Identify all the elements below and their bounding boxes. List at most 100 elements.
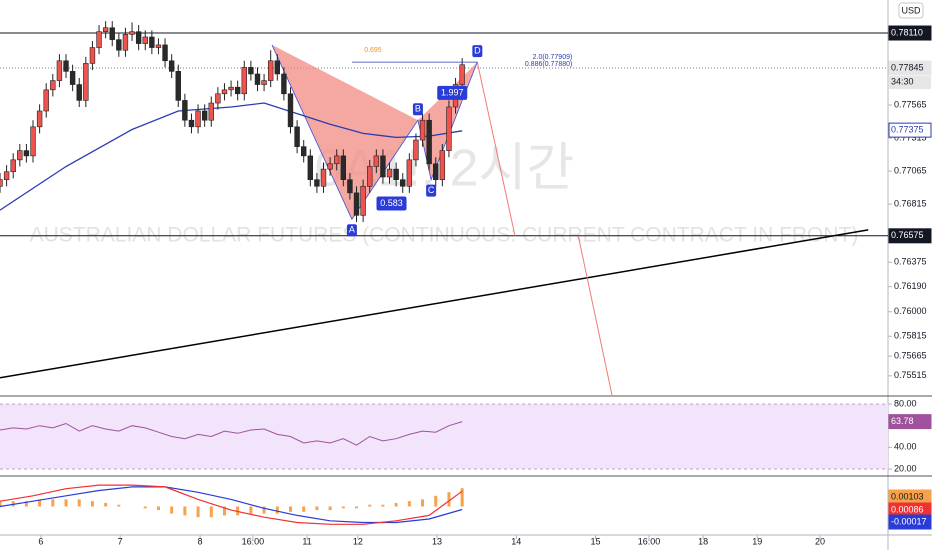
histogram-bar: [262, 506, 266, 514]
rsi-band: [0, 404, 888, 470]
histogram-tag: 0.00103: [891, 491, 924, 501]
histogram-bar: [328, 506, 332, 511]
ratio-label: 0.886(0.77880): [525, 61, 572, 68]
candle-body: [426, 119, 432, 165]
histogram-bar: [341, 506, 345, 509]
candle-body: [109, 27, 115, 40]
candle-body: [36, 110, 43, 128]
x-tick-label: 8: [198, 536, 203, 546]
candle-body: [347, 179, 353, 194]
candle-body: [96, 31, 102, 48]
candle-body: [459, 64, 465, 85]
candle-body: [301, 146, 307, 157]
candle-body: [320, 168, 327, 187]
candle-body: [439, 150, 446, 180]
histogram-bar: [222, 506, 226, 516]
y-tick-label: 80.00: [894, 398, 917, 408]
candle-body: [208, 102, 214, 121]
rsi-tag-bg: [888, 414, 932, 430]
currency-label[interactable]: USD: [901, 5, 921, 15]
rsi-line: [0, 421, 463, 446]
candle-body: [281, 73, 287, 95]
x-tick-label: 6: [38, 536, 43, 546]
candle-body: [334, 155, 340, 165]
countdown-bg: [889, 76, 931, 90]
candle-body: [360, 185, 366, 216]
candle-body: [221, 89, 228, 95]
candle-body: [3, 171, 10, 180]
candle-body: [155, 44, 162, 48]
pattern-point-label: B: [415, 104, 421, 114]
x-tick-label: 16:00: [638, 536, 661, 546]
histogram-bar: [117, 504, 121, 507]
x-tick-label: 16:00: [242, 536, 265, 546]
candle-body: [400, 179, 406, 187]
candle-body: [43, 89, 49, 112]
currency-button[interactable]: [898, 2, 924, 19]
pattern-point-label: C: [428, 185, 435, 195]
histogram-bar: [447, 492, 451, 507]
x-tick-label: 13: [432, 536, 442, 546]
moving-average: [0, 102, 463, 211]
ratio-badge: [376, 196, 407, 211]
x-tick-label: 19: [752, 536, 762, 546]
histogram-bar: [156, 506, 160, 511]
price-tag: 0.78110: [891, 27, 923, 37]
ratio-label: 2.0(0.77909): [533, 54, 573, 61]
candle-body: [142, 36, 148, 44]
y-tick-label: 0.76190: [894, 281, 927, 291]
pattern-point-badge: [426, 184, 437, 197]
y-tick-label: 0.75815: [894, 331, 927, 341]
histogram-bar: [38, 499, 42, 507]
candle-body: [0, 179, 3, 187]
price-tag-bg: [888, 122, 932, 138]
candle-body: [380, 155, 386, 178]
price-tag: 0.77375: [891, 125, 924, 135]
rsi-tag: 63.78: [891, 416, 914, 426]
candle-body: [373, 155, 380, 167]
candle-body: [102, 27, 109, 33]
candle-body: [433, 163, 439, 180]
candle-body: [446, 106, 452, 151]
candle-body: [76, 84, 82, 101]
candle-body: [182, 100, 188, 121]
price-tag-bg: [888, 228, 932, 244]
y-tick-label: 0.76815: [894, 198, 927, 208]
histogram-bar: [394, 502, 398, 507]
candle-body: [287, 93, 294, 128]
price-tag: 0.76575: [891, 230, 924, 240]
candle-body: [175, 71, 181, 101]
y-tick-label: 20.00: [894, 463, 917, 473]
pattern-point-badge: [472, 45, 483, 58]
histogram-bar: [315, 506, 319, 511]
x-tick-label: 14: [511, 536, 521, 546]
histogram-bar: [249, 506, 253, 514]
pattern-point-label: D: [474, 45, 481, 55]
histogram-bar: [275, 506, 279, 514]
candle-body: [63, 60, 69, 72]
histogram-bar: [143, 506, 147, 509]
pattern-fill: [272, 44, 418, 220]
x-tick-label: 20: [815, 536, 825, 546]
y-tick-label: 0.75665: [894, 350, 927, 360]
price-tag: 0.77845: [891, 62, 924, 72]
x-tick-label: 12: [353, 536, 363, 546]
candle-body: [294, 126, 300, 147]
candle-body: [83, 63, 89, 101]
signal-tag: -0.00017: [891, 516, 927, 526]
candle-body: [122, 34, 129, 51]
candle-body: [30, 126, 36, 157]
candle-body: [188, 119, 195, 128]
histogram-bar: [90, 501, 94, 507]
candle-body: [162, 44, 168, 62]
candle-body: [419, 119, 426, 141]
candle-body: [234, 86, 241, 95]
candle-body: [215, 93, 221, 104]
candle-body: [149, 36, 155, 48]
histogram-bar: [302, 506, 306, 512]
trendline: [0, 229, 869, 379]
candle-body: [406, 159, 413, 187]
candle-body: [386, 168, 393, 178]
candle-body: [17, 150, 23, 161]
candle-body: [23, 150, 30, 157]
